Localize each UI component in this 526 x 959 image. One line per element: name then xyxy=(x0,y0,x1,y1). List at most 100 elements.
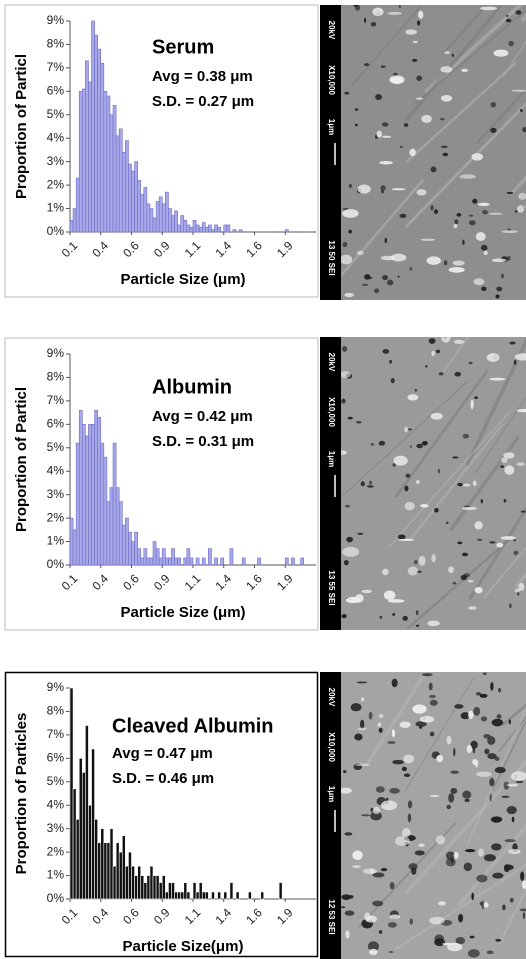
pore xyxy=(414,388,417,392)
pore xyxy=(342,398,345,403)
pore xyxy=(391,678,398,688)
pore xyxy=(520,108,523,113)
bar xyxy=(131,170,135,233)
pore xyxy=(462,790,472,799)
bar xyxy=(82,772,86,900)
pore xyxy=(509,341,516,345)
bar xyxy=(177,891,181,900)
particle xyxy=(379,160,393,165)
pore xyxy=(380,185,386,191)
pore xyxy=(517,592,520,596)
annotation: S.D. = 0.31 μm xyxy=(152,433,254,450)
y-tick-label: 6% xyxy=(47,84,65,98)
bar xyxy=(85,725,89,900)
pore xyxy=(474,396,479,399)
particle xyxy=(355,763,370,767)
y-tick-label: 4% xyxy=(47,797,65,811)
bar xyxy=(109,828,114,900)
particle xyxy=(489,377,506,381)
bar xyxy=(165,557,169,566)
pore xyxy=(392,759,404,765)
pore xyxy=(341,894,352,900)
pore xyxy=(407,800,413,809)
bar xyxy=(195,557,200,566)
bar xyxy=(121,151,126,233)
particle xyxy=(503,452,515,459)
particle xyxy=(376,130,383,138)
particle xyxy=(352,865,362,869)
bar xyxy=(211,891,215,900)
bar xyxy=(128,851,132,900)
pore xyxy=(484,748,490,755)
bar xyxy=(146,203,151,233)
bar xyxy=(69,219,74,233)
annotation: Avg = 0.47 μm xyxy=(112,745,213,762)
pore xyxy=(402,615,408,621)
pore xyxy=(354,733,363,741)
particle xyxy=(468,710,474,720)
particle xyxy=(441,337,451,343)
pore xyxy=(506,191,514,194)
pore xyxy=(378,440,386,446)
y-tick-label: 7% xyxy=(47,60,65,74)
particle xyxy=(357,727,367,731)
bar xyxy=(171,882,175,900)
bar xyxy=(115,487,120,566)
particle xyxy=(474,521,483,530)
particle xyxy=(440,95,453,102)
bar xyxy=(241,557,246,566)
bar xyxy=(131,541,135,566)
bar xyxy=(226,224,231,233)
pore xyxy=(388,950,394,954)
texture-streak xyxy=(475,87,526,144)
bar xyxy=(118,128,123,233)
particle xyxy=(506,783,519,787)
pore xyxy=(503,498,507,503)
pore xyxy=(463,862,473,872)
bar xyxy=(158,882,163,900)
bar xyxy=(125,140,129,233)
bar xyxy=(140,557,145,566)
particle xyxy=(431,350,435,357)
pore xyxy=(342,242,348,248)
pore xyxy=(490,101,496,108)
pore xyxy=(491,843,502,851)
pore xyxy=(369,480,373,485)
pore xyxy=(468,220,476,226)
bar xyxy=(78,409,83,566)
pore xyxy=(468,361,473,365)
y-tick-label: 5% xyxy=(47,107,65,121)
particle xyxy=(511,771,526,782)
pore xyxy=(462,239,465,246)
micrograph-label: X10,000 xyxy=(327,397,336,427)
pore xyxy=(405,473,411,478)
bar xyxy=(229,882,234,900)
particle xyxy=(476,771,492,777)
particle xyxy=(388,599,405,603)
particle xyxy=(418,843,425,847)
bar xyxy=(300,557,304,566)
pore xyxy=(378,727,383,733)
bar xyxy=(75,442,80,566)
particle xyxy=(403,754,415,764)
pore xyxy=(380,65,386,68)
pore xyxy=(480,716,488,722)
bar xyxy=(100,442,105,566)
pore xyxy=(417,20,421,26)
y-tick-label: 0% xyxy=(47,891,65,905)
bar xyxy=(195,224,200,233)
texture-streak xyxy=(342,380,469,497)
chart-title: Serum xyxy=(152,36,214,58)
pore xyxy=(341,345,348,352)
particle xyxy=(404,501,415,511)
bar xyxy=(143,882,148,900)
pore xyxy=(367,276,373,280)
pore xyxy=(498,687,502,693)
micrograph-bg xyxy=(320,337,526,630)
bar xyxy=(106,501,111,566)
pore xyxy=(370,22,377,27)
texture-streak xyxy=(407,423,504,542)
pore xyxy=(350,703,362,712)
micrograph: 20kV X10,000 1μm 13 55 SEI xyxy=(320,337,526,630)
particle xyxy=(345,930,350,939)
